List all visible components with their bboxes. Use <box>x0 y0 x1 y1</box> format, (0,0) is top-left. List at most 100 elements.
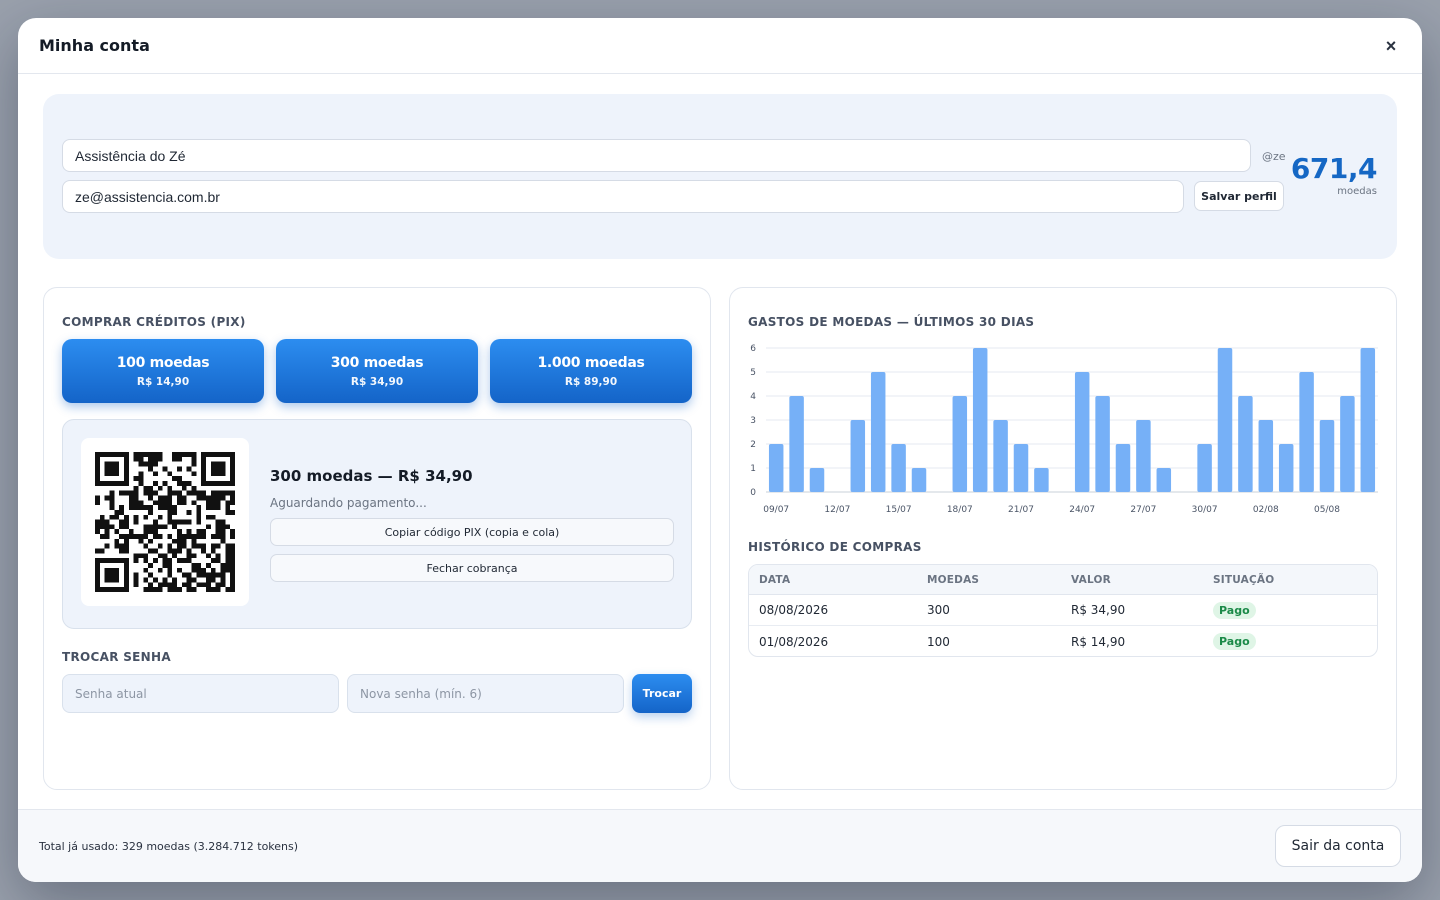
pix-charge-title: 300 moedas — R$ 34,90 <box>270 467 473 485</box>
y-tick-label: 1 <box>750 464 756 474</box>
name-input[interactable] <box>62 139 1251 172</box>
y-tick-label: 6 <box>750 344 756 354</box>
modal-footer: Total já usado: 329 moedas (3.284.712 to… <box>18 809 1422 882</box>
package-price: R$ 89,90 <box>564 375 618 388</box>
chart-bar <box>850 420 866 492</box>
y-tick-label: 3 <box>750 416 756 426</box>
chart-bar <box>1197 444 1212 492</box>
close-icon[interactable]: × <box>1380 35 1402 57</box>
chart-bar <box>1115 444 1131 492</box>
cell-coins: 100 <box>927 634 950 649</box>
account-modal: Minha conta × @ze Salvar perfil 671,4 mo… <box>18 18 1422 882</box>
change-password-title: TROCAR SENHA <box>62 650 171 664</box>
column-header-status: SITUAÇÃO <box>1213 573 1275 586</box>
chart-bar <box>870 372 886 492</box>
coin-balance: 671,4 moedas <box>1290 152 1378 197</box>
y-tick-label: 0 <box>750 488 756 498</box>
modal-title: Minha conta <box>39 36 150 55</box>
cell-date: 01/08/2026 <box>759 634 829 649</box>
purchase-history-title: HISTÓRICO DE COMPRAS <box>748 540 922 554</box>
chart-bar <box>1319 420 1335 492</box>
x-tick-label: 30/07 <box>1192 505 1218 515</box>
x-tick-label: 02/08 <box>1253 505 1279 515</box>
chart-bar <box>1278 444 1294 492</box>
chart-bar <box>1136 420 1151 492</box>
package-name: 1.000 moedas <box>537 354 645 371</box>
package-100-button[interactable]: 100 moedas R$ 14,90 <box>62 339 264 403</box>
x-tick-label: 15/07 <box>886 505 912 515</box>
logout-button[interactable]: Sair da conta <box>1275 825 1401 867</box>
new-password-input[interactable] <box>347 674 624 713</box>
status-badge: Pago <box>1213 633 1256 650</box>
modal-header: Minha conta × <box>18 18 1422 74</box>
chart-bar <box>1340 396 1355 492</box>
chart-bar <box>1156 468 1172 492</box>
column-header-coins: MOEDAS <box>927 573 980 586</box>
chart-bar <box>1238 396 1253 492</box>
email-input[interactable] <box>62 180 1184 213</box>
user-handle: @ze <box>1262 150 1286 163</box>
profile-card: @ze Salvar perfil 671,4 moedas <box>43 94 1397 259</box>
chart-bar <box>1360 348 1376 492</box>
chart-bar <box>993 420 1008 492</box>
chart-bar <box>1013 444 1029 492</box>
cell-date: 08/08/2026 <box>759 603 829 617</box>
pix-charge-status: Aguardando pagamento... <box>270 496 427 510</box>
save-profile-button[interactable]: Salvar perfil <box>1194 181 1284 211</box>
package-name: 100 moedas <box>116 354 210 371</box>
usage-summary: Total já usado: 329 moedas (3.284.712 to… <box>39 840 299 853</box>
package-name: 300 moedas <box>330 354 424 371</box>
cell-value: R$ 34,90 <box>1071 603 1126 617</box>
purchase-history-table: DATA MOEDAS VALOR SITUAÇÃO 08/08/2026 30… <box>748 564 1378 657</box>
chart-bar <box>1034 468 1049 492</box>
spending-panel: GASTOS DE MOEDAS — ÚLTIMOS 30 DIAS 0 1 2 3 4… <box>729 287 1397 790</box>
package-1000-button[interactable]: 1.000 moedas R$ 89,90 <box>490 339 692 403</box>
table-row: 08/08/2026 300 R$ 34,90 Pago <box>749 595 1377 626</box>
x-tick-label: 24/07 <box>1069 505 1095 515</box>
y-tick-label: 4 <box>750 392 756 402</box>
x-tick-label: 21/07 <box>1008 505 1034 515</box>
cell-value: R$ 14,90 <box>1071 634 1126 649</box>
column-header-value: VALOR <box>1071 573 1111 586</box>
chart-bar <box>972 348 988 492</box>
change-password-button[interactable]: Trocar <box>632 674 692 713</box>
pix-charge-box: 300 moedas — R$ 34,90 Aguardando pagamen… <box>62 419 692 629</box>
chart-bar <box>1299 372 1314 492</box>
chart-bar <box>789 396 804 492</box>
chart-bar <box>891 444 906 492</box>
package-price: R$ 34,90 <box>350 375 404 388</box>
y-tick-label: 2 <box>750 440 756 450</box>
chart-bar <box>809 468 825 492</box>
table-row: 01/08/2026 100 R$ 14,90 Pago <box>749 626 1377 656</box>
cell-coins: 300 <box>927 603 950 617</box>
copy-pix-code-button[interactable]: Copiar código PIX (copia e cola) <box>270 518 674 546</box>
current-password-input[interactable] <box>62 674 339 713</box>
spending-chart-title: GASTOS DE MOEDAS — ÚLTIMOS 30 DIAS <box>748 315 1035 329</box>
column-header-date: DATA <box>759 573 791 586</box>
table-header: DATA MOEDAS VALOR SITUAÇÃO <box>749 565 1377 595</box>
x-tick-label: 09/07 <box>763 505 789 515</box>
y-tick-label: 5 <box>750 368 756 378</box>
buy-credits-title: COMPRAR CRÉDITOS (PIX) <box>62 315 246 329</box>
buy-credits-panel: COMPRAR CRÉDITOS (PIX) 100 moedas R$ 14,… <box>43 287 711 790</box>
chart-bar <box>768 444 784 492</box>
chart-bar <box>952 396 968 492</box>
close-charge-button[interactable]: Fechar cobrança <box>270 554 674 582</box>
package-price: R$ 14,90 <box>136 375 190 388</box>
pix-qr-code <box>81 438 249 606</box>
chart-bar <box>1258 420 1274 492</box>
spending-bar-chart: 0 1 2 3 4 5 6 09/07 12/07 15/07 18/07 21/07 24/07 27/… <box>750 344 1378 515</box>
package-300-button[interactable]: 300 moedas R$ 34,90 <box>276 339 478 403</box>
chart-bar <box>1074 372 1090 492</box>
qr-code-icon <box>95 452 235 592</box>
chart-bar <box>1217 348 1233 492</box>
x-tick-label: 05/08 <box>1314 505 1340 515</box>
balance-unit: moedas <box>1337 186 1377 197</box>
chart-bar <box>1095 396 1110 492</box>
balance-value: 671,4 <box>1290 152 1378 185</box>
x-tick-label: 18/07 <box>947 505 973 515</box>
x-tick-label: 27/07 <box>1130 505 1156 515</box>
status-badge: Pago <box>1213 601 1256 619</box>
chart-bar <box>911 468 927 492</box>
x-tick-label: 12/07 <box>824 505 850 515</box>
